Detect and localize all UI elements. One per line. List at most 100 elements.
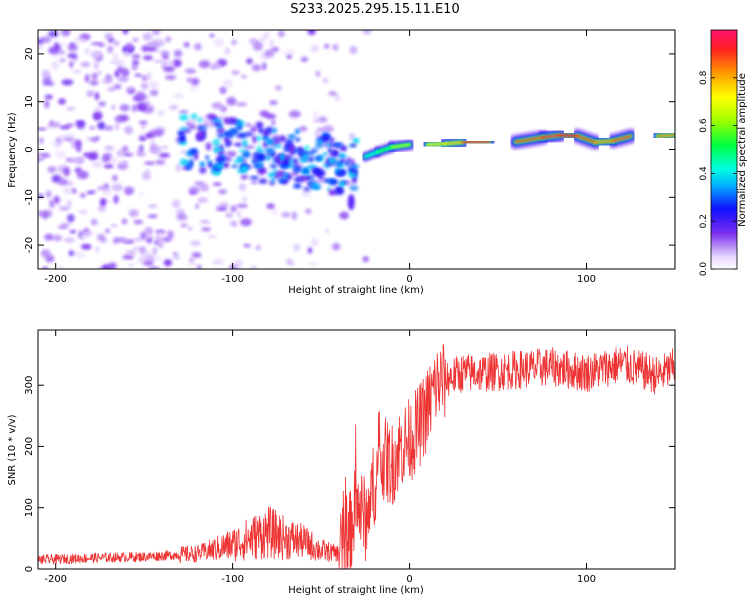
spectrogram-cluster-blob — [189, 158, 194, 167]
spectrogram-speckle-blob — [90, 50, 102, 59]
spectrogram-speckle-blob — [38, 210, 43, 218]
spectrogram-speckle-blob — [101, 153, 110, 163]
spectrogram-speckle-blob — [119, 114, 129, 122]
spectrogram-speckle-blob — [122, 152, 134, 157]
spectrogram-speckle-blob — [153, 59, 163, 63]
spectrogram-cluster-blob — [188, 124, 197, 130]
spectrogram-cluster-blob — [291, 172, 299, 176]
spectrogram-cluster-blob — [228, 118, 237, 124]
spectrogram-speckle-blob — [262, 62, 267, 71]
spectrogram-speckle-blob — [131, 54, 141, 59]
spectrogram-cluster-blob — [279, 153, 285, 161]
colorbar: 0.0 0.2 0.4 0.6 0.8 Normalized spectral ampl… — [699, 29, 748, 276]
spectrogram-x-tick-label: -200 — [44, 274, 67, 285]
spectrogram-speckle-blob — [102, 187, 113, 196]
spectrogram-speckle-blob — [139, 246, 146, 255]
spectrogram-speckle-blob — [167, 230, 174, 240]
spectrogram-speckle-blob — [42, 266, 49, 269]
spectrogram-speckle-blob — [173, 93, 184, 99]
spectrogram-speckle-blob — [93, 61, 99, 70]
spectrogram-speckle-blob — [137, 95, 149, 100]
spectrogram-speckle-blob — [67, 53, 78, 59]
spectrogram-cluster-blob — [257, 166, 267, 175]
spectrogram-cluster-blob — [198, 126, 208, 130]
colorbar-tick-label: 0.2 — [699, 214, 709, 228]
spectrogram-speckle-blob — [226, 96, 237, 106]
spectrogram-speckle-blob — [288, 110, 301, 118]
spectrogram-speckle-blob — [57, 178, 68, 186]
spectrogram-speckle-blob — [98, 42, 105, 48]
spectrogram-speckle-blob — [111, 174, 118, 182]
spectrogram-speckle-blob — [313, 110, 319, 120]
spectrogram-cluster-blob — [288, 144, 295, 151]
spectrogram-speckle-blob — [114, 40, 120, 47]
spectrogram-y-tick-label: 0 — [24, 146, 35, 152]
spectrogram-speckle-blob — [85, 48, 90, 54]
spectrogram-ridge-segment — [611, 134, 633, 143]
spectrogram-cluster-blob — [312, 167, 322, 174]
spectrogram-speckle-blob — [72, 69, 83, 74]
spectrogram-speckle-blob — [68, 250, 74, 257]
spectrogram-speckle-blob — [311, 238, 319, 247]
spectrogram-speckle-blob — [80, 61, 91, 67]
spectrogram-speckle-blob — [111, 183, 124, 192]
spectrogram-speckle-blob — [83, 152, 93, 158]
spectrogram-ridge-segment — [514, 136, 544, 144]
spectrogram-cluster-blob — [338, 153, 347, 159]
spectrogram-speckle-blob — [159, 50, 170, 55]
spectrogram-cluster-blob — [273, 144, 282, 149]
spectrogram-speckle-blob — [91, 72, 98, 81]
spectrogram-speckle-blob — [147, 214, 158, 218]
spectrogram-speckle-blob — [240, 218, 252, 227]
spectrogram-cluster-blob — [309, 182, 318, 187]
spectrogram-speckle-blob — [163, 65, 175, 73]
spectrogram-speckle-blob — [97, 121, 106, 130]
spectrogram-cluster-blob — [339, 180, 346, 187]
spectrogram-speckle-blob — [194, 43, 202, 51]
spectrogram-cluster-blob — [196, 137, 205, 142]
spectrogram-speckle-blob — [307, 262, 317, 266]
spectrogram-speckle-blob — [201, 227, 212, 232]
spectrogram-cluster-blob — [314, 155, 320, 162]
spectrogram-speckle-blob — [55, 151, 67, 158]
spectrogram-speckle-blob — [98, 101, 107, 107]
spectrogram-speckle-blob — [125, 87, 135, 91]
spectrogram-cluster-blob — [244, 150, 248, 156]
spectrogram-speckle-blob — [250, 180, 258, 185]
spectrogram-speckle-blob — [75, 252, 86, 258]
spectrogram-speckle-blob — [246, 123, 251, 127]
spectrogram-speckle-blob — [122, 238, 131, 242]
spectrogram-speckle-blob — [96, 233, 106, 241]
spectrogram-speckle-blob — [74, 36, 87, 43]
spectrogram-speckle-blob — [90, 218, 98, 226]
spectrogram-cluster-blob — [282, 175, 289, 180]
colorbar-label: Normalized spectral amplitude — [737, 73, 748, 227]
spectrogram-speckle-blob — [322, 77, 328, 84]
spectrogram-speckle-blob — [132, 247, 141, 251]
spectrogram-cluster-blob — [223, 162, 230, 169]
spectrogram-cluster-blob — [315, 143, 324, 149]
spectrogram-speckle-blob — [263, 31, 270, 38]
spectrogram-cluster-blob — [212, 142, 221, 147]
spectrogram-tail — [347, 194, 355, 211]
spectrogram-speckle-blob — [231, 39, 237, 46]
spectrogram-speckle-blob — [230, 205, 237, 213]
spectrogram-speckle-blob — [328, 91, 338, 96]
snr-y-tick-label: 0 — [24, 566, 35, 572]
spectrogram-speckle-blob — [283, 49, 296, 56]
spectrogram-speckle-blob — [191, 252, 202, 258]
spectrogram-speckle-blob — [339, 211, 349, 220]
spectrogram-speckle-blob — [38, 127, 48, 131]
spectrogram-speckle-blob — [98, 204, 106, 213]
spectrogram-speckle-blob — [39, 137, 44, 145]
spectrogram-cluster-blob — [191, 113, 198, 119]
snr-y-tick-label: 300 — [24, 376, 35, 395]
spectrogram-cluster-blob — [270, 178, 276, 183]
spectrogram-speckle-blob — [148, 266, 160, 269]
spectrogram-speckle-blob — [141, 45, 150, 52]
spectrogram-cluster-blob — [236, 133, 246, 138]
snr-y-tick-label: 200 — [24, 437, 35, 456]
spectrogram-speckle-blob — [89, 126, 96, 130]
spectrogram-cluster-blob — [352, 138, 360, 144]
spectrogram-speckle-blob — [61, 30, 71, 37]
